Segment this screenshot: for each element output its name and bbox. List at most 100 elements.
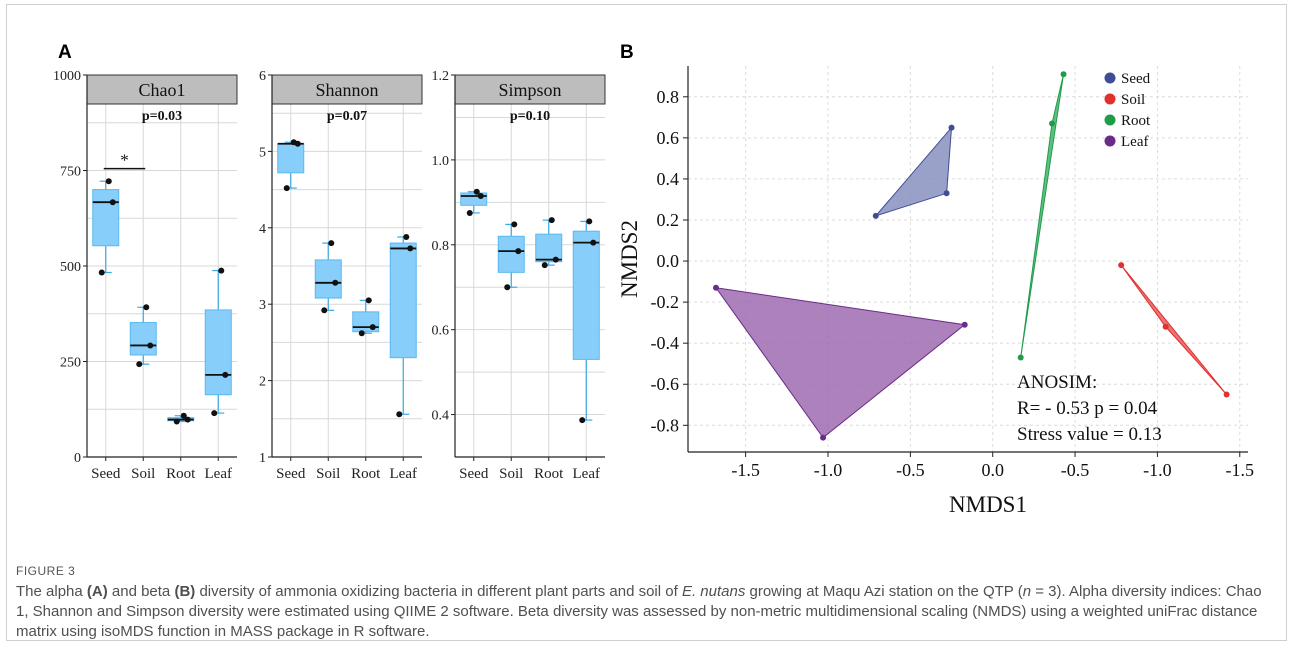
- data-point: [105, 178, 112, 185]
- y-tick-label: 250: [60, 356, 81, 371]
- boxplot-shannon: Shannon p=0.07 1 2 3 4 5 6 Seed Soil Root Leaf: [259, 69, 423, 482]
- nmds-panel: -0.8 -0.6 -0.4 -0.2 0.0 0.2 0.4 0.6 0.8 -1.5 -1.0 -…: [617, 66, 1254, 517]
- data-point: [180, 412, 187, 419]
- box-seed: [92, 189, 120, 247]
- data-point: [579, 417, 586, 424]
- x-tick-label: Root: [351, 466, 381, 482]
- y-tick-label: 0.8: [432, 239, 450, 254]
- point-leaf: [961, 321, 968, 328]
- x-tick-label: -1.0: [814, 460, 843, 480]
- y-tick-label: 1: [259, 451, 266, 466]
- y-tick-label: 0.0: [657, 251, 680, 271]
- x-tick-label: Seed: [91, 466, 121, 482]
- data-point: [328, 240, 335, 247]
- figure-label: FIGURE 3: [16, 564, 76, 578]
- facet-title: Chao1: [139, 80, 186, 100]
- boxplot-chao1: Chao1 p=0.03 0 250 500 750 1000 Seed Soil Root Lea…: [53, 69, 238, 482]
- y-tick-label: 500: [60, 260, 81, 275]
- legend-marker-soil: [1104, 93, 1116, 105]
- y-tick-label: 750: [60, 165, 81, 180]
- point-root: [1060, 71, 1067, 78]
- box-soil: [129, 322, 157, 356]
- data-point: [147, 342, 154, 349]
- x-tick-label: 0.0: [981, 460, 1004, 480]
- y-tick-label: 0.8: [657, 87, 680, 107]
- boxplot-simpson: Simpson p=0.10 0.4 0.6 0.8 1.0 1.2 Seed Soil Root…: [432, 69, 606, 482]
- data-point: [211, 410, 218, 417]
- x-tick-label: Soil: [499, 466, 523, 482]
- y-tick-label: -0.8: [651, 415, 680, 435]
- data-point: [511, 221, 518, 228]
- figure-3: A B Chao1 p=0.03 0 250 500 750 1000 Seed Soil Roo…: [53, 42, 1254, 517]
- data-point: [473, 188, 480, 195]
- data-point: [218, 267, 225, 274]
- facet-strip: [454, 74, 606, 105]
- y-tick-label: 3: [259, 298, 266, 313]
- y-tick-label: -0.2: [651, 292, 680, 312]
- significance-star: *: [120, 151, 129, 170]
- point-seed: [872, 212, 879, 219]
- hull-leaf: [714, 287, 966, 439]
- data-point: [136, 361, 143, 368]
- data-point: [321, 307, 328, 314]
- x-tick-label: Soil: [316, 466, 340, 482]
- data-point: [222, 371, 229, 378]
- hull-root: [1020, 74, 1065, 358]
- point-seed: [943, 190, 950, 197]
- x-tick-label: Root: [534, 466, 564, 482]
- x-tick-label: Seed: [276, 466, 306, 482]
- y-tick-label: 0.6: [432, 324, 450, 339]
- data-point: [504, 284, 511, 291]
- p-value-label: p=0.10: [510, 109, 550, 124]
- x-tick-label: Leaf: [573, 466, 600, 482]
- data-point: [290, 139, 297, 146]
- panel-label-a: A: [58, 42, 72, 63]
- data-point: [184, 416, 191, 423]
- p-value-label: p=0.07: [327, 109, 367, 124]
- point-leaf: [713, 284, 719, 291]
- figure-frame: [6, 4, 1287, 641]
- point-soil: [1223, 391, 1230, 398]
- data-point: [283, 185, 290, 192]
- data-point: [143, 304, 150, 311]
- hull-soil: [1120, 264, 1227, 395]
- anosim-text: Stress value = 0.13: [1017, 424, 1162, 445]
- data-point: [396, 411, 403, 418]
- y-tick-label: 1.2: [432, 69, 450, 84]
- legend-label-seed: Seed: [1121, 71, 1151, 87]
- y-tick-label: 0.6: [657, 128, 680, 148]
- box-soil: [314, 259, 342, 299]
- y-tick-label: -0.4: [651, 333, 680, 353]
- legend-label-root: Root: [1121, 113, 1151, 129]
- y-tick-label: 1000: [53, 69, 81, 84]
- data-point: [403, 233, 410, 240]
- x-tick-label: -1.5: [731, 460, 760, 480]
- p-value-label: p=0.03: [142, 109, 182, 124]
- y-tick-label: 6: [259, 69, 266, 84]
- data-point: [109, 199, 116, 206]
- point-root: [1017, 354, 1024, 361]
- data-point: [466, 209, 473, 216]
- box-soil: [497, 235, 525, 273]
- data-point: [365, 297, 372, 304]
- x-tick-label: -1.0: [1143, 460, 1172, 480]
- x-tick-label: Soil: [131, 466, 155, 482]
- hull-seed: [874, 126, 953, 217]
- alpha-diversity-panels: Chao1 p=0.03 0 250 500 750 1000 Seed Soil Root Lea…: [53, 69, 606, 482]
- anosim-text: ANOSIM:: [1017, 372, 1097, 393]
- x-tick-label: -0.5: [1061, 460, 1090, 480]
- y-tick-label: 2: [259, 375, 266, 390]
- point-root: [1049, 120, 1055, 127]
- x-tick-label: Leaf: [205, 466, 232, 482]
- box-leaf: [204, 309, 232, 396]
- box-seed: [277, 143, 305, 174]
- x-tick-label: Leaf: [390, 466, 417, 482]
- x-tick-label: Root: [166, 466, 196, 482]
- data-point: [590, 239, 597, 246]
- data-point: [358, 330, 365, 337]
- x-axis-title: NMDS1: [949, 492, 1027, 517]
- y-tick-label: 0.2: [657, 210, 680, 230]
- data-point: [515, 248, 522, 255]
- point-soil: [1162, 323, 1169, 330]
- point-leaf: [820, 434, 827, 441]
